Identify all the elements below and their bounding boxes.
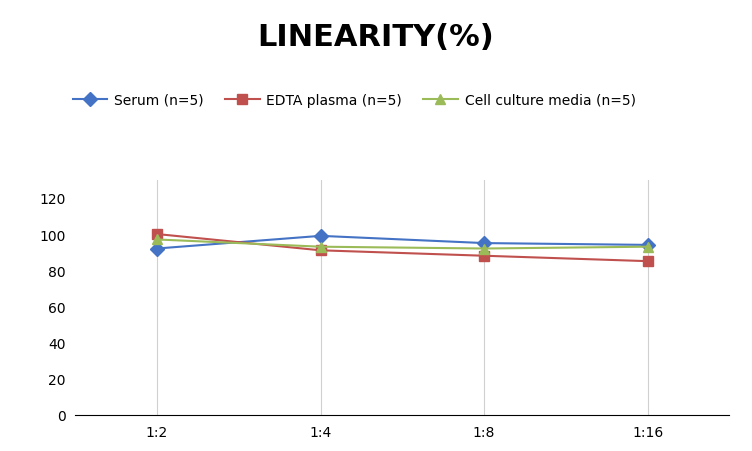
Cell culture media (n=5)	[643, 244, 652, 250]
Cell culture media (n=5)	[316, 244, 325, 250]
Line: Cell culture media (n=5): Cell culture media (n=5)	[152, 235, 653, 254]
Serum (n=5)	[153, 246, 162, 252]
EDTA plasma (n=5)	[316, 248, 325, 253]
EDTA plasma (n=5)	[643, 259, 652, 264]
Cell culture media (n=5)	[153, 237, 162, 243]
Line: Serum (n=5): Serum (n=5)	[152, 231, 653, 254]
EDTA plasma (n=5)	[153, 232, 162, 237]
Serum (n=5)	[480, 241, 489, 246]
Serum (n=5)	[643, 243, 652, 248]
EDTA plasma (n=5)	[480, 253, 489, 259]
Legend: Serum (n=5), EDTA plasma (n=5), Cell culture media (n=5): Serum (n=5), EDTA plasma (n=5), Cell cul…	[67, 88, 641, 113]
Serum (n=5)	[316, 234, 325, 239]
Text: LINEARITY(%): LINEARITY(%)	[258, 23, 494, 51]
Cell culture media (n=5)	[480, 246, 489, 252]
Line: EDTA plasma (n=5): EDTA plasma (n=5)	[152, 230, 653, 267]
